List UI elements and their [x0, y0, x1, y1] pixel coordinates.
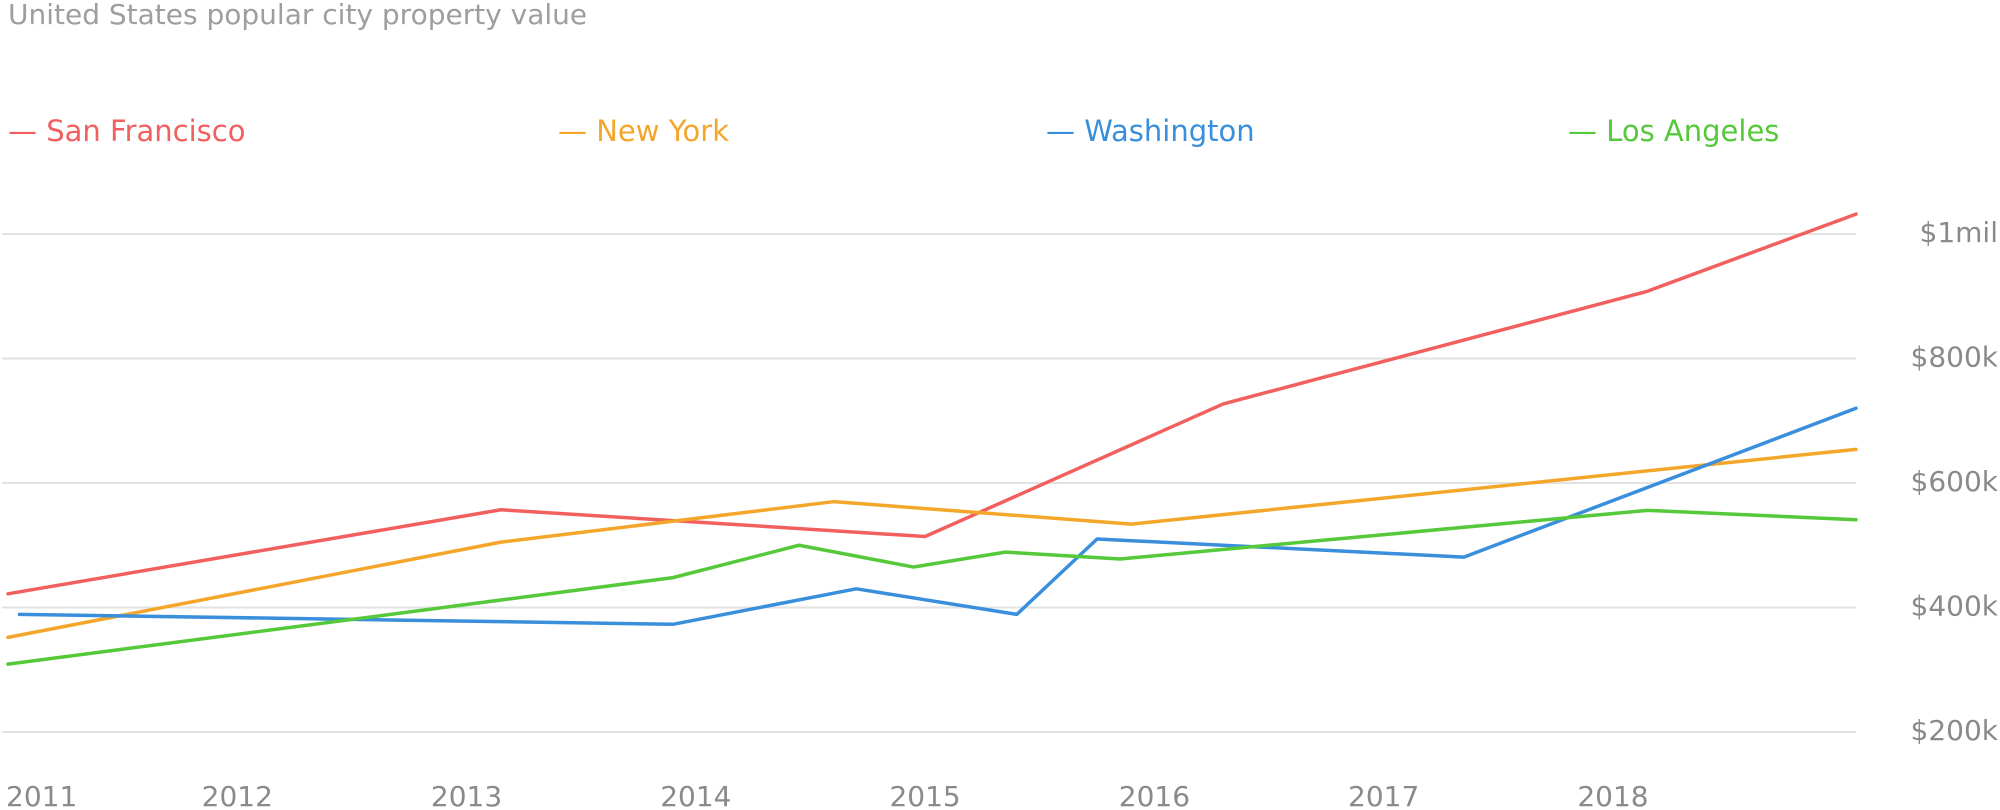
series-lines: [6, 212, 1858, 666]
y-tick-label-800k: $800k: [1911, 341, 1999, 374]
legend-label: Washington: [1084, 114, 1254, 148]
legend-entry-washington: — Washington: [1046, 114, 1255, 148]
y-tick-label-400k: $400k: [1911, 590, 1999, 623]
x-tick-label-2015: 2015: [889, 780, 960, 810]
legend-entry-san-francisco: — San Francisco: [8, 114, 245, 148]
grid-lines: [2, 233, 1856, 733]
legend-label: Los Angeles: [1606, 114, 1779, 148]
chart-title: United States popular city property valu…: [8, 0, 587, 31]
legend-entry-los-angeles: — Los Angeles: [1568, 114, 1779, 148]
series-line-los-angeles: [6, 508, 1858, 666]
series-line-san-francisco: [6, 212, 1858, 596]
legend-dash: —: [1046, 114, 1084, 148]
legend: — San Francisco — New York — Washington …: [8, 114, 1779, 148]
legend-dash: —: [8, 114, 46, 148]
legend-label: San Francisco: [46, 114, 245, 148]
x-tick-label-2018: 2018: [1577, 780, 1648, 810]
x-tick-label-2012: 2012: [202, 780, 273, 810]
series-line-new-york: [6, 447, 1858, 640]
legend-dash: —: [1568, 114, 1606, 148]
series-line-washington: [17, 406, 1858, 627]
x-tick-label-2011: 2011: [6, 780, 77, 810]
y-tick-label-200k: $200k: [1911, 714, 1999, 747]
legend-label: New York: [596, 114, 729, 148]
y-axis-tick-labels: $1mil $800k $600k $400k $200k: [1911, 216, 1999, 747]
y-tick-label-600k: $600k: [1911, 465, 1999, 498]
x-tick-label-2017: 2017: [1348, 780, 1419, 810]
x-tick-label-2014: 2014: [660, 780, 731, 810]
y-tick-label-1mil: $1mil: [1920, 216, 1998, 249]
x-tick-label-2016: 2016: [1119, 780, 1190, 810]
legend-entry-new-york: — New York: [558, 114, 729, 148]
legend-dash: —: [558, 114, 596, 148]
x-axis-tick-labels: 2011 2012 2013 2014 2015 2016 2017 2018: [6, 780, 1649, 810]
x-tick-label-2013: 2013: [431, 780, 502, 810]
